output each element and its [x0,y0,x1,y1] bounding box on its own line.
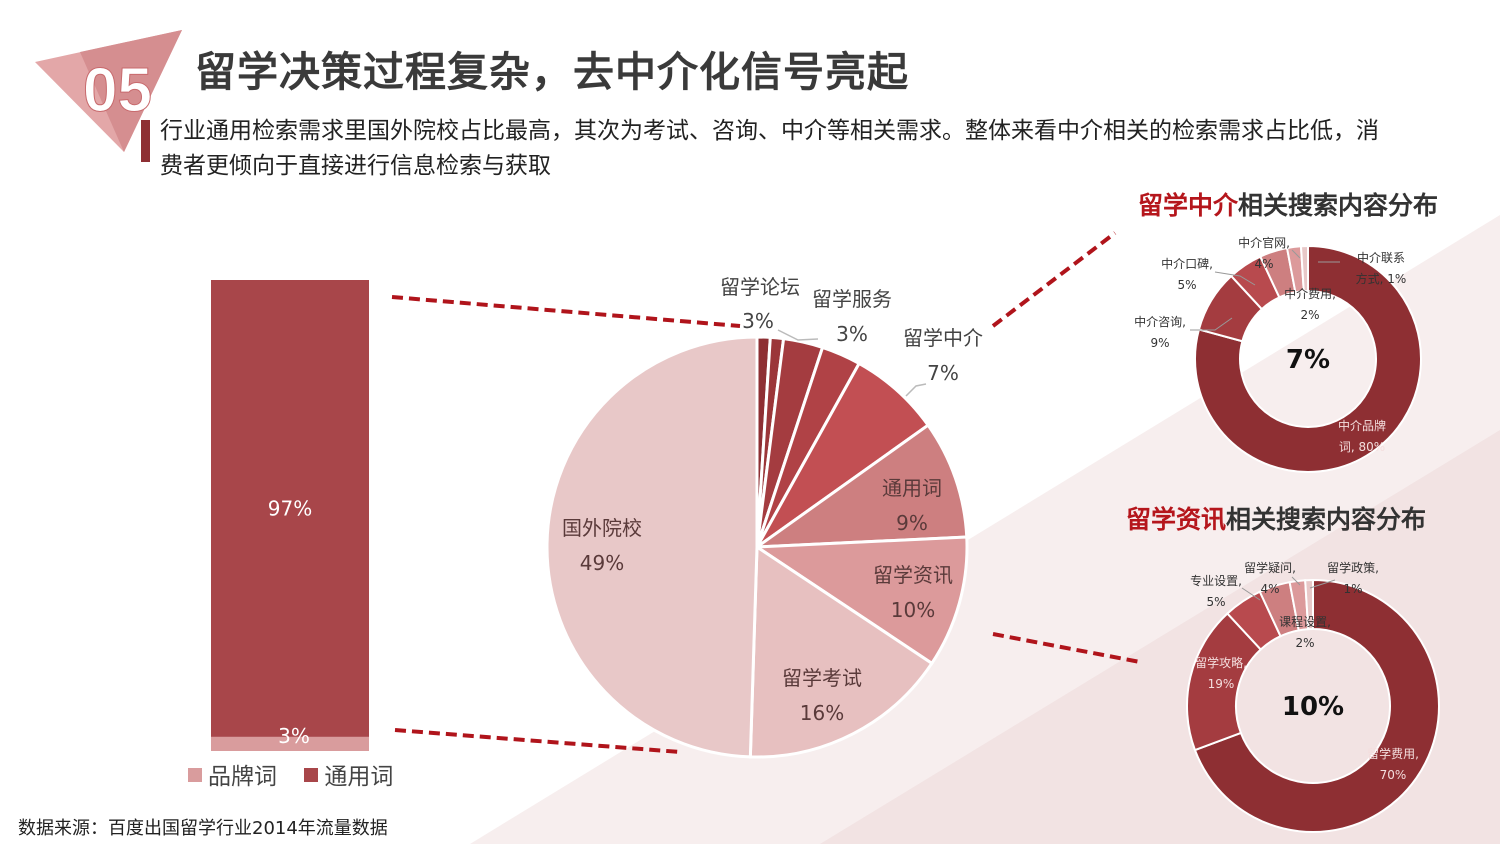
donut1-group-label-4-b: 2% [1300,308,1319,322]
data-source: 数据来源：百度出国留学行业2014年流量数据 [18,818,388,839]
donut1-group-label-2-b: 5% [1177,278,1196,292]
donut1-group-slice-5 [1299,244,1309,293]
bar-label-brand: 3% [278,724,310,748]
bar-segment-general [211,280,369,737]
pie-chart: 留学论坛 3% 留学服务 3% 留学中介 7% 通用词 9% 留学资讯 10% 留学考试 16% 国外院… [545,275,983,759]
donut1-group-label-1-b: 9% [1150,336,1169,350]
donut-title-agency-highlight: 留学中介 [1138,191,1239,220]
donut2-group-label-3-b: 4% [1260,582,1279,596]
pie-label-pct-1: 3% [742,309,774,333]
donut2-group-label-3-a: 留学疑问, [1244,560,1296,575]
page-subtitle: 行业通用检索需求里国外院校占比最高，其次为考试、咨询、中介等相关需求。整体来看中… [160,118,1379,179]
donut1-group-label-3-b: 4% [1254,257,1273,271]
donut1-group-label-1-a: 中介咨询, [1134,314,1186,329]
stacked-bar-chart: 97% 3% [211,280,369,751]
bar-label-general: 97% [268,496,312,520]
pie-label-name-7: 留学考试 [782,666,862,690]
legend-label-brand: 品牌词 [208,764,277,790]
donut1-group-slice-0 [1194,244,1422,473]
donut-title-agency-rest: 相关搜索内容分布 [1238,191,1439,220]
pie-label-name-6: 留学资讯 [873,563,953,587]
pie-label-pct-6: 10% [891,598,935,622]
pie-label-pct-5: 9% [896,511,928,535]
donut1-group-leader-0 [1190,317,1233,331]
pie-slice-8 [545,335,759,759]
subtitle-accent-bar [141,120,150,162]
donut2-group-label-5-b: 1% [1343,582,1362,596]
donut-title-info: 留学资讯相关搜索内容分布 [1126,500,1426,536]
connector-bar-bottom [394,728,681,754]
pie-label-pct-2: 3% [836,322,868,346]
pie-slice-7 [748,544,934,759]
pie-slice-6 [752,535,969,666]
pie-slice-5 [751,423,969,549]
donut2-group-label-1-a: 留学攻略, [1195,655,1247,670]
donut2-group-leader-1 [1291,576,1301,586]
pie-label-name-8: 国外院校 [562,516,642,540]
donut2-group-label-1-b: 19% [1208,677,1235,691]
pie-label-name-2: 留学服务 [812,287,892,311]
pie-label-pct-4: 7% [927,361,959,385]
bar-segment-brand [211,736,369,751]
donut1-group-leader-2 [1291,249,1301,259]
page-title: 留学决策过程复杂，去中介化信号亮起 [195,48,909,96]
legend-swatch-brand [188,768,202,782]
donut1-group-label-0-a: 中介品牌 [1338,418,1386,433]
donut2-group-slice-5 [1304,578,1314,631]
donut-title-info-rest: 相关搜索内容分布 [1226,505,1427,534]
connector-bar-top [391,295,741,328]
dashed-connectors [391,231,1141,754]
donut2-group-label-0-a: 留学费用, [1367,746,1419,761]
donut2-group-label-4-b: 2% [1295,636,1314,650]
pie-label-name-4: 留学中介 [903,326,983,350]
donut1-group-label-3-a: 中介官网, [1238,235,1290,250]
donut2-group-slice-0 [1193,578,1440,833]
donut2-group-label-5-a: 留学政策, [1327,560,1379,575]
connector-agency [991,231,1117,328]
donut2-group-label-4-a: 课程设置, [1279,614,1331,629]
donut1-group-label-0-b: 词, 80% [1339,440,1385,454]
donut2-group-center-label: 10% [1282,692,1344,722]
legend-item-brand: 品牌词 [188,764,277,790]
donut2-group-label-2-a: 专业设置, [1190,573,1242,588]
legend-label-general: 通用词 [324,764,394,790]
connector-info [992,632,1141,664]
donut2-group-label-0-b: 70% [1380,768,1407,782]
pie-label-pct-8: 49% [580,551,624,575]
donut1-group-center-label: 7% [1286,345,1330,375]
donut1-group-leader-1 [1214,271,1256,286]
donut1-group-label-2-a: 中介口碑, [1161,256,1213,271]
donut1-group-label-5-a: 中介联系 [1357,250,1405,265]
donut2-group-leader-2 [1309,579,1336,589]
legend-swatch-general [304,768,319,782]
section-number: 05 [83,56,152,125]
pie-label-name-5: 通用词 [882,476,942,500]
donut2-group-leader-0 [1241,587,1261,601]
pie-label-name-0: 留学论坛 [720,275,800,299]
bar-legend: 品牌词 通用词 [188,757,413,791]
donut-title-agency: 留学中介相关搜索内容分布 [1138,186,1438,222]
pie-leader-line-1 [905,383,927,397]
donut-title-info-highlight: 留学资讯 [1126,505,1227,534]
pie-label-pct-7: 16% [800,701,844,725]
donut-chart-info: 10% 留学费用, 70% 留学攻略, 19% 专业设置, 5% 留学疑问, 4% 课程设置, 2%… [1186,560,1440,833]
donut2-group-label-2-b: 5% [1206,595,1225,609]
legend-item-general: 通用词 [304,764,393,790]
donut1-group-label-4-a: 中介费用, [1284,286,1336,301]
donut1-group-label-5-b: 方式, 1% [1356,271,1407,286]
pie-leader-line-0 [777,329,819,341]
